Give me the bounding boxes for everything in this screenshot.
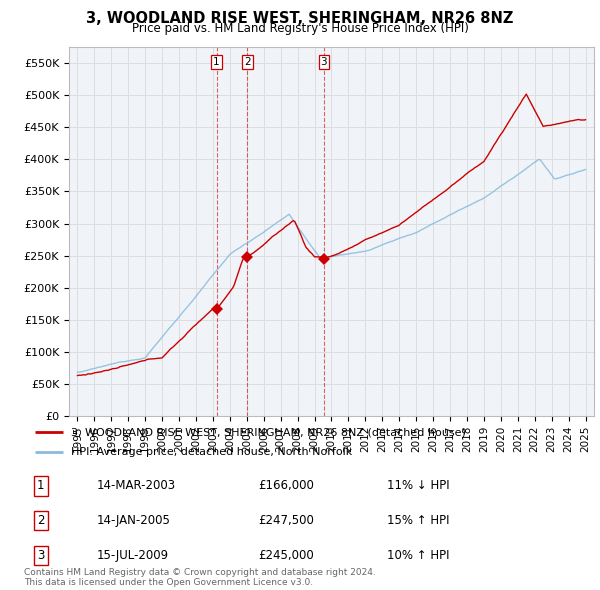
Text: 14-MAR-2003: 14-MAR-2003 bbox=[97, 479, 176, 492]
Text: £245,000: £245,000 bbox=[259, 549, 314, 562]
Text: 1: 1 bbox=[213, 57, 220, 67]
Text: 3: 3 bbox=[37, 549, 44, 562]
Text: 3, WOODLAND RISE WEST, SHERINGHAM, NR26 8NZ (detached house): 3, WOODLAND RISE WEST, SHERINGHAM, NR26 … bbox=[71, 428, 466, 438]
Text: 15-JUL-2009: 15-JUL-2009 bbox=[97, 549, 169, 562]
Text: 10% ↑ HPI: 10% ↑ HPI bbox=[387, 549, 449, 562]
Text: 1: 1 bbox=[37, 479, 44, 492]
Text: £166,000: £166,000 bbox=[259, 479, 314, 492]
Text: HPI: Average price, detached house, North Norfolk: HPI: Average price, detached house, Nort… bbox=[71, 447, 353, 457]
Text: 3, WOODLAND RISE WEST, SHERINGHAM, NR26 8NZ: 3, WOODLAND RISE WEST, SHERINGHAM, NR26 … bbox=[86, 11, 514, 25]
Text: 3: 3 bbox=[320, 57, 327, 67]
Text: Contains HM Land Registry data © Crown copyright and database right 2024.
This d: Contains HM Land Registry data © Crown c… bbox=[24, 568, 376, 587]
Text: £247,500: £247,500 bbox=[259, 514, 314, 527]
Text: 2: 2 bbox=[244, 57, 251, 67]
Text: 2: 2 bbox=[37, 514, 44, 527]
Text: 14-JAN-2005: 14-JAN-2005 bbox=[97, 514, 170, 527]
Text: 15% ↑ HPI: 15% ↑ HPI bbox=[387, 514, 449, 527]
Text: 11% ↓ HPI: 11% ↓ HPI bbox=[387, 479, 449, 492]
Text: Price paid vs. HM Land Registry's House Price Index (HPI): Price paid vs. HM Land Registry's House … bbox=[131, 22, 469, 35]
